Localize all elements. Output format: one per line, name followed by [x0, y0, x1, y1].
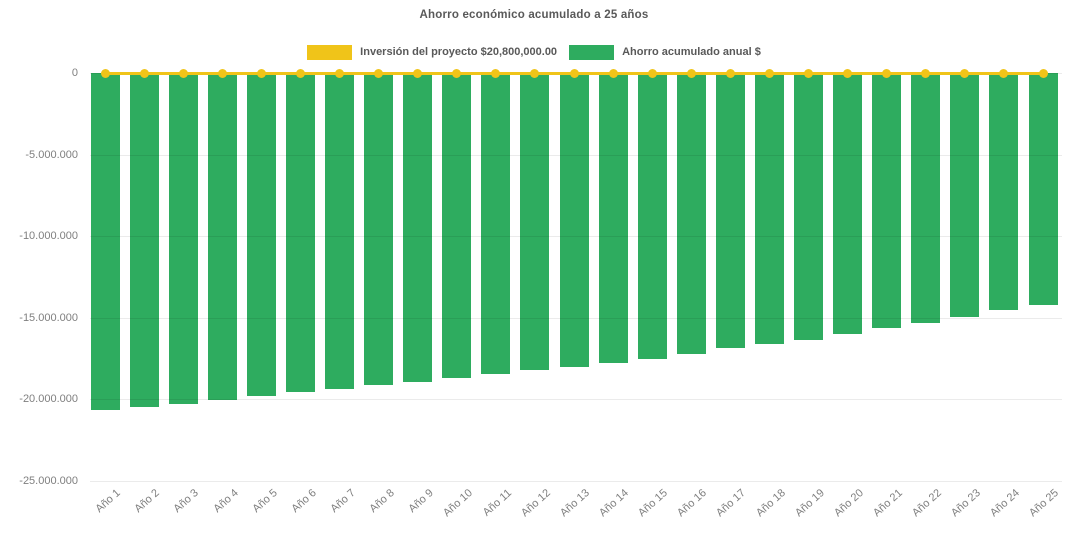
savings-bar	[90, 73, 120, 411]
chart-title: Ahorro económico acumulado a 25 años	[419, 9, 649, 21]
savings-bar	[520, 73, 550, 371]
investment-line-marker	[960, 68, 970, 78]
investment-line-marker	[843, 68, 853, 78]
savings-bar	[754, 73, 784, 344]
savings-bar	[1028, 73, 1058, 305]
x-axis-tick-label: Año 22	[909, 487, 944, 520]
savings-bar	[989, 73, 1019, 311]
x-axis-tick-label: Año 12	[519, 487, 553, 520]
x-axis-tick-label: Año 17	[714, 487, 749, 520]
y-axis-tick-label: -25.000.000	[19, 474, 78, 487]
savings-bar	[794, 73, 823, 340]
gridline	[90, 480, 1062, 482]
x-axis-tick-label: Año 8	[367, 487, 397, 516]
savings-bar	[285, 73, 315, 393]
savings-bar	[129, 73, 159, 407]
savings-bar	[833, 73, 863, 335]
x-axis-tick-label: Año 3	[171, 487, 202, 516]
y-axis-tick-label: -5.000.000	[25, 148, 78, 161]
legend-label-savings: Ahorro acumulado anual $	[622, 46, 761, 58]
x-axis-tick-label: Año 25	[1027, 487, 1062, 520]
x-axis-tick-label: Año 2	[132, 487, 163, 516]
savings-bar	[950, 73, 980, 317]
investment-line-marker	[804, 68, 813, 78]
x-axis-tick-label: Año 15	[636, 487, 671, 520]
investment-line-marker	[530, 68, 540, 78]
investment-line-marker	[139, 68, 149, 78]
savings-bar	[364, 73, 394, 385]
x-axis-tick-label: Año 20	[831, 487, 866, 520]
investment-line-marker	[100, 68, 110, 78]
savings-bar	[637, 73, 667, 360]
x-axis-tick-label: Año 14	[597, 487, 632, 520]
gridline	[90, 154, 1062, 156]
investment-line-marker	[882, 68, 892, 78]
investment-line-marker	[491, 68, 501, 78]
x-axis-tick-label: Año 5	[249, 487, 280, 516]
savings-bar	[559, 73, 589, 367]
investment-line-marker	[452, 68, 462, 78]
investment-line-marker	[569, 68, 579, 78]
investment-line-marker	[256, 68, 266, 78]
x-axis-tick-label: Año 21	[870, 487, 905, 520]
savings-bar	[246, 73, 276, 396]
x-axis-tick-label: Año 13	[558, 487, 593, 520]
legend-label-investment: Inversión del proyecto $20,800,000.00	[360, 46, 558, 58]
x-axis-tick-label: Año 16	[675, 487, 710, 520]
investment-line-marker	[608, 68, 618, 78]
savings-bar	[872, 73, 902, 328]
savings-bar	[715, 73, 745, 349]
investment-line-marker	[178, 68, 188, 78]
investment-swatch-icon	[307, 44, 353, 60]
investment-line-marker	[1038, 68, 1048, 78]
savings-bar	[168, 73, 198, 404]
legend-item-investment: Inversión del proyecto $20,800,000.00	[307, 44, 558, 60]
savings-bar	[911, 73, 941, 323]
y-axis-tick-label: -15.000.000	[19, 311, 78, 324]
x-axis-tick-label: Año 4	[210, 487, 241, 516]
x-axis-tick-label: Año 24	[988, 487, 1022, 520]
investment-line-marker	[686, 68, 696, 78]
x-axis-tick-label: Año 11	[480, 487, 514, 519]
legend-item-savings: Ahorro acumulado anual $	[569, 44, 761, 60]
investment-line-marker	[413, 68, 423, 78]
savings-bar	[403, 73, 433, 382]
investment-line-marker	[374, 68, 384, 78]
investment-line-marker	[725, 68, 735, 78]
x-axis-tick-label: Año 10	[440, 487, 475, 520]
x-axis-tick-label: Año 1	[93, 487, 124, 516]
y-axis-tick-label: -20.000.000	[19, 393, 78, 405]
x-axis-tick-label: Año 9	[406, 487, 436, 516]
investment-line-marker	[647, 68, 657, 78]
savings-bar	[481, 73, 511, 375]
investment-line-marker	[335, 68, 344, 78]
savings-bar	[207, 73, 237, 400]
gridline	[90, 236, 1062, 237]
x-axis-tick-label: Año 23	[948, 487, 983, 520]
gridline	[90, 399, 1062, 400]
savings-bar	[325, 73, 354, 389]
y-axis-tick-label: 0	[71, 67, 78, 79]
investment-line-marker	[764, 68, 774, 78]
investment-line-marker	[295, 68, 305, 78]
x-axis-tick-label: Año 18	[753, 487, 788, 520]
y-axis-tick-label: -10.000.000	[19, 230, 78, 242]
savings-bar	[598, 73, 628, 363]
x-axis-tick-label: Año 6	[289, 487, 319, 516]
savings-swatch-icon	[569, 44, 615, 60]
savings-bar	[442, 73, 472, 379]
investment-line-marker	[217, 68, 227, 78]
x-axis-tick-label: Año 7	[328, 487, 358, 516]
savings-bar	[676, 73, 706, 355]
investment-line-marker	[921, 68, 931, 78]
x-axis-tick-label: Año 19	[792, 487, 827, 520]
chart-legend: Inversión del proyecto $20,800,000.00 Ah…	[0, 44, 1068, 60]
gridline	[90, 317, 1062, 319]
investment-line-marker	[999, 68, 1009, 78]
